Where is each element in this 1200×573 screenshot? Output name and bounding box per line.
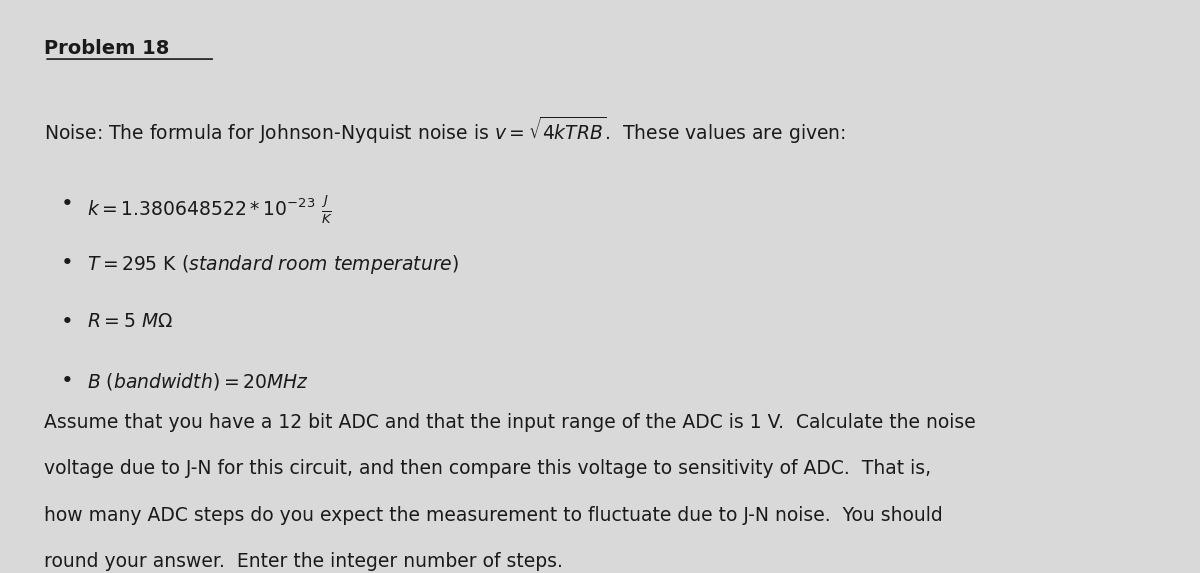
Text: Noise: The formula for Johnson-Nyquist noise is $v = \sqrt{4kTRB}$.  These value: Noise: The formula for Johnson-Nyquist n… [44,115,846,147]
Text: $T = 295$ K $\mathit{(standard\ room\ temperature)}$: $T = 295$ K $\mathit{(standard\ room\ te… [88,253,460,276]
Text: Problem 18: Problem 18 [44,40,169,58]
Text: Assume that you have a 12 bit ADC and that the input range of the ADC is 1 V.  C: Assume that you have a 12 bit ADC and th… [44,413,976,433]
Text: •: • [60,371,73,391]
Text: •: • [60,253,73,273]
Text: •: • [60,312,73,332]
Text: round your answer.  Enter the integer number of steps.: round your answer. Enter the integer num… [44,552,563,571]
Text: $R = 5\ M\Omega$: $R = 5\ M\Omega$ [88,312,173,331]
Text: how many ADC steps do you expect the measurement to fluctuate due to J-N noise. : how many ADC steps do you expect the mea… [44,505,943,525]
Text: $k = 1.380648522 * 10^{-23}\ \frac{J}{K}$: $k = 1.380648522 * 10^{-23}\ \frac{J}{K}… [88,194,332,226]
Text: voltage due to J-N for this circuit, and then compare this voltage to sensitivit: voltage due to J-N for this circuit, and… [44,460,931,478]
Text: •: • [60,194,73,214]
Text: $B\ \mathit{(bandwidth)} = 20MHz$: $B\ \mathit{(bandwidth)} = 20MHz$ [88,371,308,392]
